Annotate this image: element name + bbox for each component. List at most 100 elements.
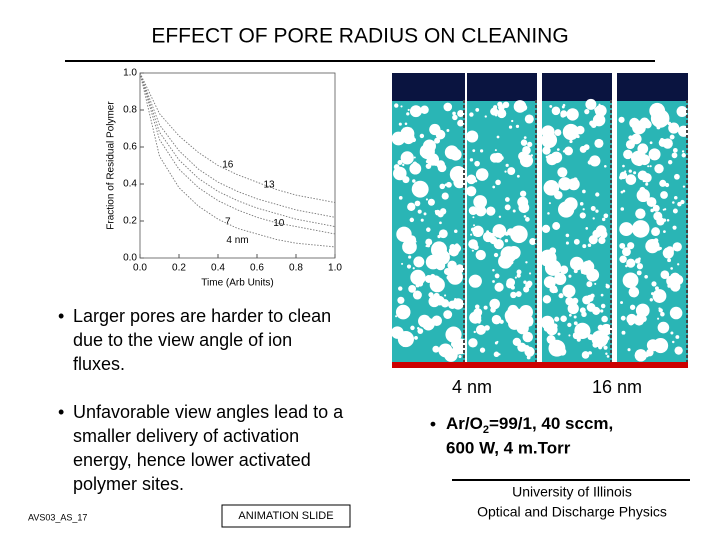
pore-bubble <box>526 280 533 287</box>
animation-button[interactable] <box>221 504 351 528</box>
pore-bubble <box>547 212 550 215</box>
pore-bubble <box>659 295 664 301</box>
pore-bubble <box>417 326 420 330</box>
pore-bubble <box>579 202 584 206</box>
pore-bubble <box>567 302 579 315</box>
pore-bubble <box>440 299 450 308</box>
pore-bubble <box>639 186 646 193</box>
pore-bubble <box>594 104 607 117</box>
pore-bubble <box>473 224 476 227</box>
pore-bubble <box>549 104 553 108</box>
pore-bubble <box>400 151 414 165</box>
pore-bubble <box>625 174 637 185</box>
x-tick-label: 1.0 <box>328 263 342 274</box>
pore-bubble <box>658 307 661 310</box>
pore-bubble <box>529 237 537 246</box>
pore-bubble <box>645 182 649 186</box>
pore-bubble <box>469 158 474 162</box>
pore-bubble <box>549 182 552 185</box>
pore-bubble <box>486 206 496 216</box>
pore-bubble <box>445 326 462 343</box>
pore-bubble <box>657 321 670 334</box>
pore-bubble <box>622 189 626 193</box>
pore-bubble <box>672 242 682 252</box>
pore-bubble <box>571 297 579 305</box>
pore-bubble <box>510 307 515 312</box>
pore-bubble <box>598 345 603 350</box>
pore-bubble <box>475 168 489 181</box>
pore-bubble <box>569 139 573 144</box>
pore-bubble <box>643 171 646 175</box>
pore-bubble <box>677 263 680 266</box>
pore-bubble <box>639 154 651 166</box>
pore-bubble <box>649 165 652 168</box>
pore-bubble <box>606 355 610 358</box>
pore-bubble <box>475 249 486 261</box>
button-label[interactable]: ANIMATION SLIDE <box>238 510 333 522</box>
pore-bubble <box>523 136 527 140</box>
pore-bubble <box>654 286 659 291</box>
pore-bubble <box>450 330 453 334</box>
pore-bubble <box>515 291 522 297</box>
pore-bubble <box>587 260 592 265</box>
pore-bubble <box>670 267 673 270</box>
bullets: • Larger pores are harder to clean due to … <box>58 306 344 494</box>
pore-bubble <box>402 342 407 347</box>
bullet-line: polymer sites. <box>73 474 184 494</box>
pore-bubble <box>444 294 447 297</box>
pore-bubble <box>397 331 414 348</box>
pore-bubble <box>669 134 675 140</box>
pore-bubble <box>629 304 636 310</box>
y-axis-label: Fraction of Residual Polymer <box>106 101 117 230</box>
pore-bubble <box>658 246 662 250</box>
pore-bubble <box>426 227 431 232</box>
pore-bubble <box>674 173 680 180</box>
pore-bubble <box>406 235 417 245</box>
pore-bubble <box>657 317 660 320</box>
pore-bubble <box>472 149 476 153</box>
pore-bubble <box>407 202 416 212</box>
pore-bubble <box>649 102 666 119</box>
pore-bubble <box>527 321 533 327</box>
pore-bubble <box>439 221 442 225</box>
pore-bubble <box>586 294 594 302</box>
pore-bubble <box>590 122 597 128</box>
pore-bubble <box>565 297 574 306</box>
pore-bubble <box>412 290 422 300</box>
pore-bubble <box>493 252 499 258</box>
pore-bubble <box>635 208 646 219</box>
pore-bubble <box>425 245 428 248</box>
pore-bubble <box>646 348 654 357</box>
pore-bubble <box>648 148 661 161</box>
pore-bubble <box>637 170 648 181</box>
pore-bubble <box>568 274 572 278</box>
pore-bubble <box>634 258 641 264</box>
pore-bubble <box>427 198 435 206</box>
pore-bubble <box>435 129 446 140</box>
pore-bubble <box>619 222 634 237</box>
y-tick-label: 0.8 <box>123 105 137 116</box>
pore-bubble <box>425 198 429 201</box>
pore-bubble <box>398 286 403 291</box>
pore-bubble <box>454 229 458 233</box>
pore-bubble <box>499 155 504 160</box>
pore-bubble <box>598 103 601 106</box>
pore-bubble <box>588 235 598 245</box>
pore-bubble <box>497 108 507 119</box>
pore-bubble <box>404 122 408 126</box>
pore-bubble <box>471 249 474 252</box>
pore-bubble <box>674 195 678 200</box>
pore-bubble <box>426 153 440 166</box>
pore-bubble <box>561 268 568 274</box>
pore-bubble <box>566 108 579 121</box>
pore-bubble <box>582 189 586 194</box>
pore-bubble <box>671 152 678 159</box>
pore-bubble <box>552 323 558 329</box>
pore-bubble <box>445 316 448 319</box>
pore-bubble <box>658 122 664 127</box>
pore-bubble <box>543 180 560 196</box>
pore-bubble <box>414 200 421 207</box>
series-label: 13 <box>263 179 275 190</box>
pore-bubble <box>573 332 577 336</box>
bullet-dot: • <box>430 414 436 433</box>
